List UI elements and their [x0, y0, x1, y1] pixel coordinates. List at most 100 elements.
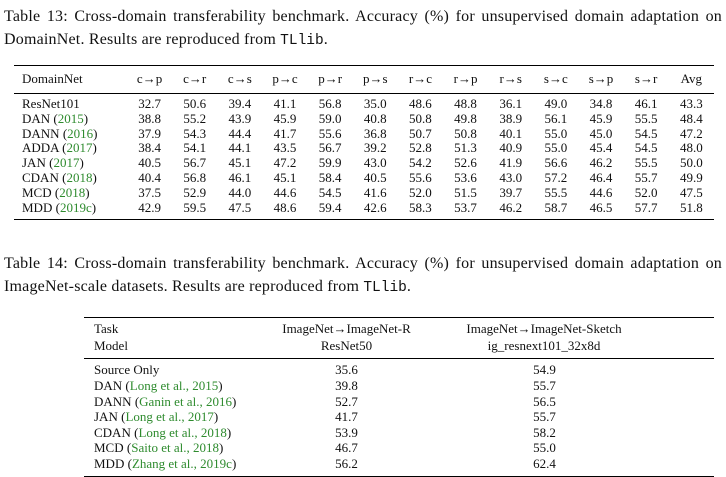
accuracy-value-cell: 45.1	[273, 169, 297, 185]
accuracy-value-cell: 43.5	[273, 140, 297, 156]
accuracy-value-cell: 35.0	[363, 96, 387, 111]
column-header-task: Avg	[668, 65, 714, 94]
citation-link[interactable]: 2017	[53, 155, 80, 171]
citation-link[interactable]: 2017	[66, 140, 93, 156]
accuracy-value-cell: 53.9	[335, 424, 358, 440]
accuracy-value-cell: 43.3	[679, 96, 703, 111]
accuracy-value-cell: 55.6	[318, 125, 342, 141]
column-header-task: r→c	[397, 65, 443, 94]
accuracy-value-cell: 44.6	[273, 184, 297, 200]
accuracy-value-cell: 41.6	[363, 184, 387, 200]
accuracy-value-cell: 52.6	[454, 155, 477, 171]
accuracy-value-cell: 56.8	[318, 96, 342, 111]
table-row: DAN (Long et al., 2015) 39.8 55.7	[84, 378, 714, 394]
citation-link[interactable]: Saito et al., 2018	[131, 440, 219, 456]
accuracy-value-cell: 41.7	[335, 409, 358, 425]
accuracy-value-cell: 52.8	[409, 140, 432, 156]
table13-header-row: DomainNet c→p c→r c→s p→c p→r p→s r→c r→p r→s s→c s…	[14, 65, 714, 94]
table-row: ADDA (2017) 38.4 54.1 44.1 43.5 56.7 39.2 52.8 5…	[14, 140, 714, 156]
method-cell: MDD (Zhang et al., 2019c)	[94, 455, 237, 471]
accuracy-value-cell: 34.8	[589, 96, 613, 111]
accuracy-value-cell: 52.0	[634, 184, 658, 200]
accuracy-value-cell: 45.4	[589, 140, 613, 156]
table14-caption-code: TLlib	[363, 280, 407, 297]
accuracy-value-cell: 37.5	[138, 184, 161, 200]
table13-caption: Table 13: Cross-domain transferability b…	[4, 0, 722, 53]
method-cell: DANN (Ganin et al., 2016)	[94, 393, 237, 409]
accuracy-value-cell: 62.4	[533, 455, 556, 471]
method-cell: JAN (2017)	[22, 155, 84, 171]
domainnet-results-table: DomainNet c→p c→r c→s p→c p→r p→s r→c r→p r→s s→c s…	[14, 65, 714, 221]
accuracy-value-cell: 52.7	[335, 393, 358, 409]
citation-link[interactable]: Long et al., 2015	[129, 377, 219, 393]
accuracy-value-cell: 40.1	[499, 125, 523, 141]
accuracy-value-cell: 55.6	[409, 169, 432, 185]
column-header-task: r→s	[488, 65, 534, 94]
citation-link[interactable]: Long et al., 2018	[138, 424, 227, 440]
table-row: MDD (Zhang et al., 2019c) 56.2 62.4	[84, 456, 714, 476]
header-task-label: Task	[94, 321, 119, 337]
accuracy-value-cell: 50.7	[409, 125, 432, 141]
accuracy-value-cell: 38.4	[138, 140, 161, 156]
accuracy-value-cell: 44.0	[228, 184, 252, 200]
citation-link[interactable]: 2019c	[59, 199, 92, 215]
accuracy-value-cell: 43.0	[363, 155, 387, 171]
accuracy-value-cell: 43.0	[499, 169, 523, 185]
table13-caption-period: .	[323, 31, 328, 48]
accuracy-value-cell: 40.5	[363, 169, 387, 185]
table14-header-row: Task Model ImageNet→ImageNet-R ResNet50 Im…	[84, 317, 714, 360]
accuracy-value-cell: 55.7	[533, 377, 556, 393]
citation-link[interactable]: Long et al., 2017	[125, 409, 214, 425]
accuracy-value-cell: 41.7	[273, 125, 297, 141]
table-row: MCD (Saito et al., 2018) 46.7 55.0	[84, 440, 714, 456]
header-task-imagenet-r: ImageNet→ImageNet-R	[282, 321, 411, 337]
accuracy-value-cell: 55.5	[544, 184, 568, 200]
accuracy-value-cell: 56.2	[335, 455, 358, 471]
accuracy-value-cell: 47.5	[679, 184, 703, 200]
column-header-task: s→r	[623, 65, 669, 94]
accuracy-value-cell: 58.3	[409, 199, 432, 215]
accuracy-value-cell: 42.9	[138, 199, 161, 215]
column-header-imagenet-sketch: ImageNet→ImageNet-Sketch ig_resnext101_32…	[434, 317, 714, 360]
accuracy-value-cell: 59.9	[318, 155, 342, 171]
method-cell: ResNet101	[22, 96, 80, 111]
header-model-resnet50: ResNet50	[320, 337, 373, 353]
accuracy-value-cell: 50.0	[679, 155, 703, 171]
accuracy-value-cell: 35.6	[335, 362, 358, 378]
citation-link[interactable]: Zhang et al., 2019c	[131, 455, 232, 471]
accuracy-value-cell: 54.3	[183, 125, 207, 141]
table-row: CDAN (Long et al., 2018) 53.9 58.2	[84, 425, 714, 441]
accuracy-value-cell: 52.0	[409, 184, 432, 200]
accuracy-value-cell: 58.2	[533, 424, 556, 440]
accuracy-value-cell: 50.6	[183, 96, 207, 111]
accuracy-value-cell: 51.8	[679, 199, 703, 215]
accuracy-value-cell: 57.2	[544, 169, 568, 185]
accuracy-value-cell: 37.9	[138, 125, 161, 141]
imagenet-results-table: Task Model ImageNet→ImageNet-R ResNet50 Im…	[84, 317, 714, 477]
accuracy-value-cell: 47.5	[228, 199, 252, 215]
column-header-task: c→p	[127, 65, 173, 94]
accuracy-value-cell: 39.8	[335, 377, 358, 393]
method-cell: DAN (2015)	[22, 110, 89, 126]
citation-link[interactable]: 2015	[57, 110, 84, 126]
accuracy-value-cell: 50.8	[409, 110, 432, 126]
method-cell: JAN (Long et al., 2017)	[94, 409, 219, 425]
method-cell: DAN (Long et al., 2015)	[94, 377, 223, 393]
table14-caption-period: .	[406, 278, 412, 296]
table-row: CDAN (2018) 40.4 56.8 46.1 45.1 58.4 40.5 55.6 5…	[14, 169, 714, 186]
accuracy-value-cell: 46.2	[499, 199, 523, 215]
column-header-task: c→s	[217, 65, 263, 94]
citation-link[interactable]: 2018	[59, 184, 86, 200]
accuracy-value-cell: 59.4	[318, 199, 342, 215]
accuracy-value-cell: 55.7	[634, 169, 658, 185]
table-row: MCD (2018) 37.5 52.9 44.0 44.6 54.5 41.6 52.0 51…	[14, 184, 714, 201]
accuracy-value-cell: 38.8	[138, 110, 161, 126]
column-header-domainnet: DomainNet	[14, 65, 127, 94]
accuracy-value-cell: 40.9	[499, 140, 523, 156]
accuracy-value-cell: 40.8	[363, 110, 387, 126]
citation-link[interactable]: 2018	[66, 169, 93, 185]
citation-link[interactable]: Ganin et al., 2016	[139, 393, 232, 409]
method-cell: MDD (2019c)	[22, 199, 97, 215]
method-cell: DANN (2016)	[22, 125, 98, 141]
citation-link[interactable]: 2016	[67, 125, 94, 141]
